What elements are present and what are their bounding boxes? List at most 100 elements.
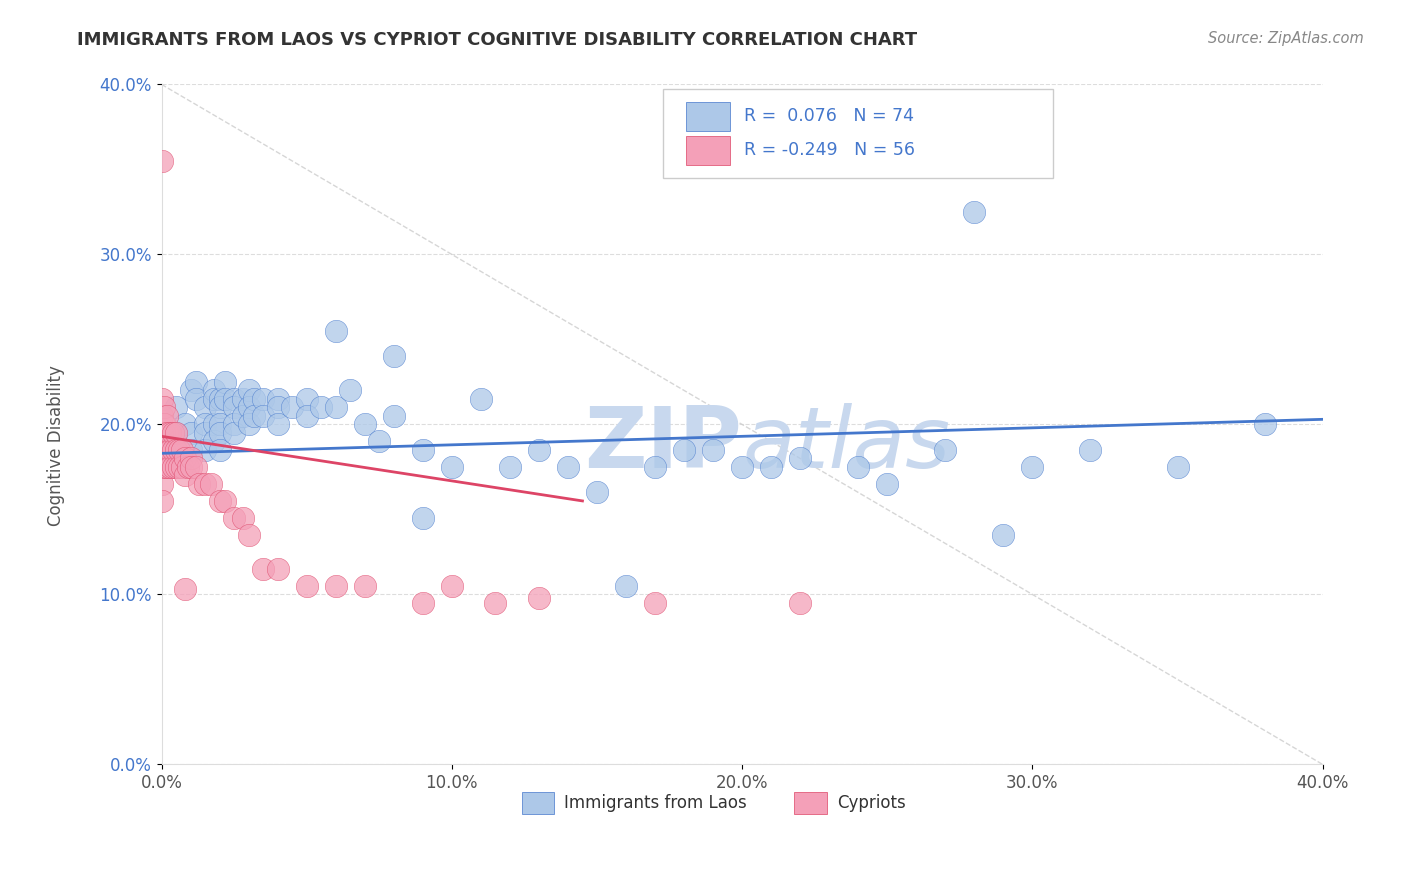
Point <box>180 384 202 398</box>
Point <box>238 528 260 542</box>
Point <box>527 591 550 605</box>
Point <box>644 596 666 610</box>
Point <box>194 417 217 432</box>
Bar <box>686 102 731 131</box>
Point <box>186 459 208 474</box>
Point <box>150 392 173 406</box>
Point <box>267 401 290 415</box>
Point <box>527 442 550 457</box>
Point <box>202 417 225 432</box>
Point <box>232 392 254 406</box>
Point <box>789 451 811 466</box>
Point <box>208 425 231 440</box>
Point <box>1080 442 1102 457</box>
Point <box>153 425 176 440</box>
Point <box>150 425 173 440</box>
Point <box>150 153 173 168</box>
Text: R = -0.249   N = 56: R = -0.249 N = 56 <box>744 142 915 160</box>
Point <box>702 442 724 457</box>
Point <box>731 459 754 474</box>
Point <box>252 562 274 576</box>
Point <box>232 511 254 525</box>
Text: Source: ZipAtlas.com: Source: ZipAtlas.com <box>1208 31 1364 46</box>
Point <box>202 384 225 398</box>
Point <box>156 442 179 457</box>
Point <box>173 451 195 466</box>
Point <box>281 401 304 415</box>
Point <box>412 511 434 525</box>
Point <box>382 350 405 364</box>
Point <box>789 596 811 610</box>
Point <box>150 442 173 457</box>
Point <box>252 409 274 423</box>
Point <box>876 477 898 491</box>
Point <box>295 579 318 593</box>
Point <box>159 459 181 474</box>
Point <box>224 417 246 432</box>
Text: ZIP: ZIP <box>585 403 742 486</box>
Point <box>295 392 318 406</box>
Point <box>214 375 236 389</box>
Point <box>165 425 187 440</box>
Point <box>180 442 202 457</box>
Point <box>162 459 184 474</box>
Point <box>440 579 463 593</box>
Point <box>156 425 179 440</box>
Point <box>238 417 260 432</box>
Point <box>153 417 176 432</box>
Point <box>156 459 179 474</box>
Point <box>353 579 375 593</box>
Point <box>759 459 782 474</box>
Point <box>202 392 225 406</box>
Point <box>186 375 208 389</box>
Point <box>963 205 986 219</box>
Point <box>162 425 184 440</box>
Point <box>484 596 506 610</box>
Point <box>150 459 173 474</box>
Point <box>238 384 260 398</box>
Point <box>214 494 236 508</box>
Point <box>170 442 193 457</box>
Point <box>167 442 190 457</box>
Point <box>173 468 195 483</box>
Point <box>170 459 193 474</box>
Point <box>150 494 173 508</box>
Point <box>412 442 434 457</box>
Point <box>252 392 274 406</box>
Point <box>208 494 231 508</box>
Point <box>224 511 246 525</box>
Point <box>208 392 231 406</box>
Point <box>232 409 254 423</box>
Point <box>614 579 637 593</box>
Point <box>499 459 522 474</box>
FancyBboxPatch shape <box>664 89 1053 178</box>
Text: R =  0.076   N = 74: R = 0.076 N = 74 <box>744 107 914 126</box>
Point <box>243 392 266 406</box>
Point <box>188 477 211 491</box>
Point <box>173 417 195 432</box>
Point <box>295 409 318 423</box>
Point <box>470 392 492 406</box>
Point <box>353 417 375 432</box>
Text: Cypriots: Cypriots <box>838 794 905 813</box>
Point <box>214 392 236 406</box>
Point <box>412 596 434 610</box>
Point <box>194 425 217 440</box>
Point <box>162 442 184 457</box>
Point <box>934 442 956 457</box>
Point <box>382 409 405 423</box>
Text: IMMIGRANTS FROM LAOS VS CYPRIOT COGNITIVE DISABILITY CORRELATION CHART: IMMIGRANTS FROM LAOS VS CYPRIOT COGNITIV… <box>77 31 918 49</box>
Point <box>224 425 246 440</box>
Point <box>1166 459 1188 474</box>
Point <box>180 425 202 440</box>
Point <box>267 562 290 576</box>
Point <box>557 459 579 474</box>
Point <box>208 442 231 457</box>
Point <box>208 417 231 432</box>
Point <box>224 401 246 415</box>
Point <box>167 459 190 474</box>
Point <box>194 401 217 415</box>
Text: Immigrants from Laos: Immigrants from Laos <box>564 794 747 813</box>
Point <box>153 442 176 457</box>
Point <box>243 409 266 423</box>
